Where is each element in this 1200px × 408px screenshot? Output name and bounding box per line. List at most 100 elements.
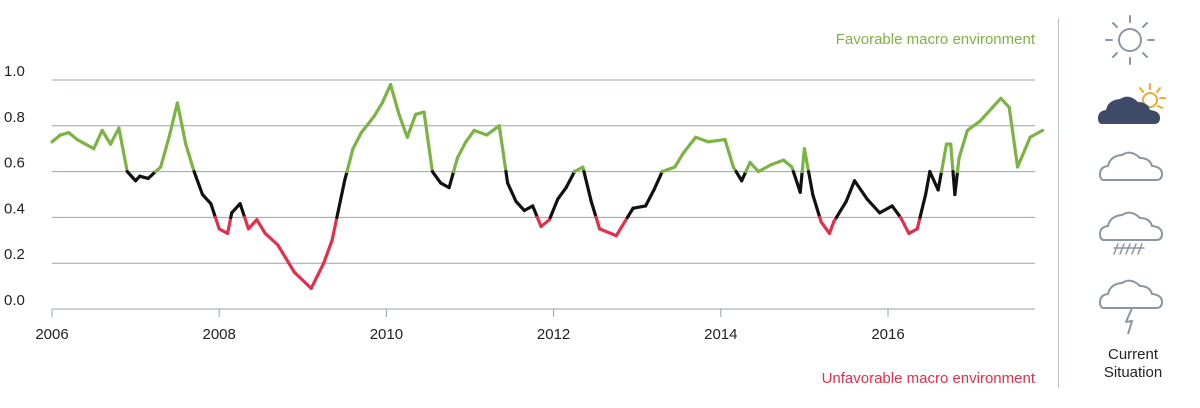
sun-behind-cloud-icon [1098, 83, 1166, 124]
gridlines [52, 79, 1035, 310]
series-line-segment [430, 170, 443, 185]
series-line-segment [92, 128, 104, 151]
series-line-segment [953, 170, 960, 197]
caption-line-1: Current [1107, 346, 1159, 363]
series-line-segment [1007, 105, 1020, 169]
y-tick-label: 0.8 [4, 109, 25, 126]
series-line-segment [865, 197, 882, 215]
series-line-segment [209, 202, 217, 219]
x-tick-label: 2012 [537, 326, 570, 343]
series-line-segment [263, 231, 280, 247]
series-line-segment [918, 192, 928, 219]
series-line-segment [238, 202, 247, 219]
series-line-segment [117, 126, 129, 174]
series-line-segment [878, 204, 894, 215]
series-line-segment [798, 170, 804, 194]
series-line-segment [230, 202, 242, 215]
series-line-segment [928, 170, 940, 192]
series-line-segment [1028, 128, 1045, 139]
series-line-segment [723, 137, 735, 169]
series-line-segment [589, 199, 598, 219]
panel-divider [1058, 18, 1059, 388]
series-line-segment [898, 215, 911, 236]
series-line-segment [548, 197, 560, 219]
series-line-segment [965, 119, 982, 132]
series-line-segment [506, 181, 518, 203]
favorable-annotation: Favorable macro environment [836, 31, 1036, 48]
series-line-segment [936, 170, 944, 192]
x-axis-ticks: 2006 2008 2010 2012 2014 2016 [35, 309, 905, 343]
x-tick-label: 2006 [35, 326, 68, 343]
series-line-segment [246, 218, 259, 231]
series-line-segment [781, 158, 794, 169]
x-tick-label: 2016 [871, 326, 904, 343]
cloud-icon [1098, 151, 1164, 181]
series-line-segment [819, 220, 832, 236]
series-line-segment [67, 131, 79, 142]
series-line-segment [890, 204, 903, 219]
series-line-segment [643, 188, 656, 208]
series-line-segment [924, 170, 932, 197]
series-line-segment [504, 170, 510, 185]
macro-environment-chart: 0.00.20.40.60.81.0 2006 2008 2010 2012 2014 2… [4, 31, 1045, 387]
series-line-segment [167, 101, 179, 139]
series-line-segment [1015, 135, 1032, 169]
current-situation-caption: Current Situation [1078, 346, 1188, 382]
series-line-segment [852, 179, 869, 201]
series-line-segment [351, 131, 363, 151]
series-line-segment [422, 110, 434, 174]
series-line-segment [455, 140, 468, 160]
series-line-segment [631, 204, 648, 210]
series-line-segment [955, 156, 961, 174]
series-line-segment [322, 238, 334, 265]
series-line-segment [330, 215, 339, 242]
series-line-segment [464, 128, 476, 144]
unfavorable-annotation: Unfavorable macro environment [822, 370, 1036, 387]
series-line-segment [597, 227, 618, 238]
y-tick-label: 0.0 [4, 292, 25, 309]
y-tick-labels: 0.0 0.2 0.4 0.6 0.8 1.0 [4, 63, 25, 309]
series-line-segment [497, 124, 508, 174]
series-line-segment [706, 137, 727, 144]
series-line-segment [397, 112, 409, 139]
series-line-segment [652, 170, 664, 192]
series-line-segment [359, 115, 376, 135]
series-line-segment [372, 101, 384, 119]
series-line-segment [292, 270, 313, 290]
caption-line-2: Situation [1103, 364, 1163, 381]
y-tick-label: 0.2 [4, 246, 25, 263]
series-line-segment [192, 170, 205, 197]
series-line-segment [539, 218, 552, 229]
series-line-segment [159, 135, 171, 169]
y-tick-label: 0.6 [4, 155, 25, 172]
series-line-segment [939, 142, 949, 174]
series-line-segment [100, 128, 113, 146]
thunder-cloud-icon [1098, 279, 1164, 335]
series-line-segment [625, 206, 635, 219]
series-line-segment [756, 163, 773, 174]
x-tick-label: 2008 [203, 326, 236, 343]
series-line-segment [472, 128, 489, 137]
series-line-segment [844, 179, 857, 203]
y-tick-label: 1.0 [4, 63, 25, 80]
series-line-segment [582, 170, 593, 203]
x-tick-label: 2010 [370, 326, 403, 343]
series-line-segment [834, 199, 848, 219]
series-line-segment [811, 192, 822, 219]
series-line-segment [225, 215, 233, 236]
series-line-segment [556, 186, 568, 201]
series-line-segment [108, 126, 121, 146]
sun-icon [1105, 15, 1155, 65]
series-line-segment [564, 170, 577, 190]
series-line-segment [514, 199, 526, 213]
x-tick-label: 2014 [704, 326, 737, 343]
series-line-segment [802, 147, 811, 174]
series-line-segment [957, 128, 970, 160]
series-line-segment [125, 170, 138, 183]
series-line-segment [827, 220, 836, 236]
series-line-segment [255, 218, 267, 236]
series-line-segment [681, 135, 698, 155]
series-line-segment [660, 165, 677, 174]
indicator-series [50, 82, 1045, 290]
series-line-segment [447, 170, 456, 190]
